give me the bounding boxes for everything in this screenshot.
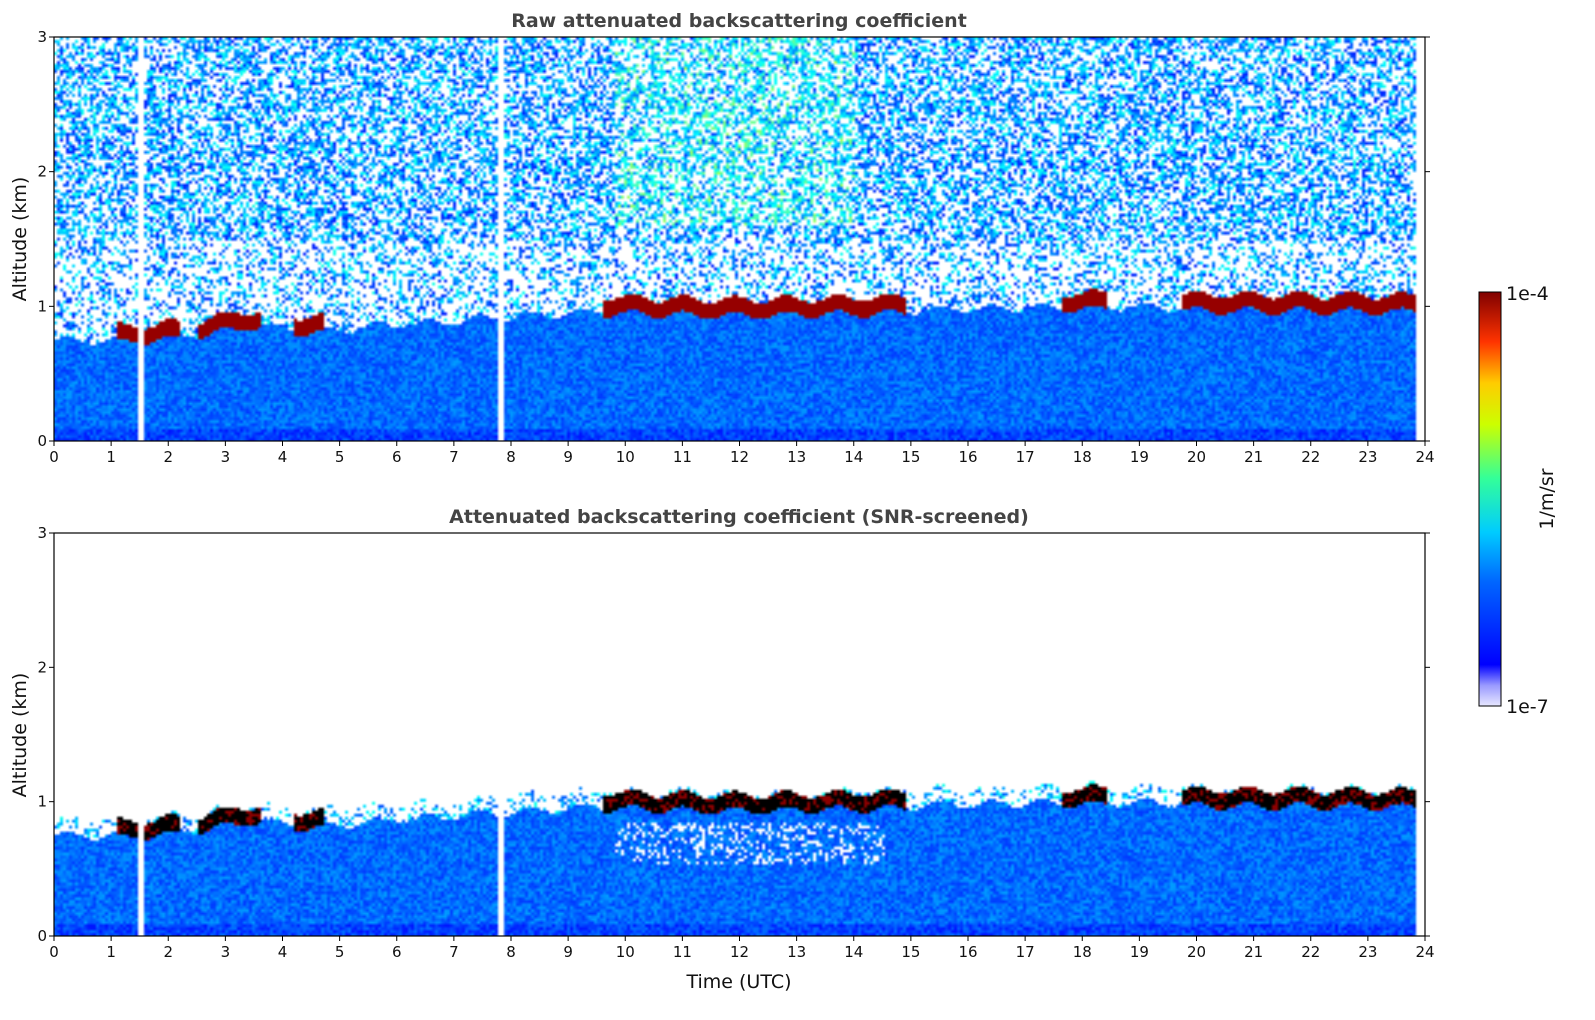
panel-raw-x-ticks: 0 1 2 3 4 5 6 7 8 9 10 11 12 13 14 15 16 17 18 19 20 21 22 23 24 — [49, 441, 1435, 466]
x-tick-label: 16 — [958, 943, 977, 961]
x-axis-label: Time (UTC) — [685, 971, 791, 993]
x-tick-label: 6 — [392, 448, 402, 466]
colorbar-max-label: 1e-4 — [1506, 283, 1549, 305]
panel-screened-x-ticks: 0 1 2 3 4 5 6 7 8 9 10 11 12 13 14 15 16 17 18 19 20 21 22 23 24 — [49, 936, 1435, 961]
y-tick-label: 1 — [37, 793, 47, 811]
x-tick-label: 5 — [335, 943, 345, 961]
colorbar-unit-label: 1/m/sr — [1536, 468, 1558, 529]
x-tick-label: 9 — [563, 448, 573, 466]
x-tick-label: 2 — [163, 943, 173, 961]
y-tick-label: 0 — [37, 927, 47, 945]
x-tick-label: 0 — [49, 448, 59, 466]
x-tick-label: 4 — [278, 448, 288, 466]
x-tick-label: 1 — [106, 943, 116, 961]
colorbar-min-label: 1e-7 — [1506, 696, 1549, 718]
x-tick-label: 23 — [1358, 448, 1377, 466]
x-tick-label: 17 — [1016, 943, 1035, 961]
x-tick-label: 18 — [1073, 943, 1092, 961]
x-tick-label: 13 — [787, 943, 806, 961]
y-tick-label: 3 — [37, 28, 47, 46]
x-tick-label: 22 — [1301, 448, 1320, 466]
x-tick-label: 19 — [1130, 943, 1149, 961]
x-tick-label: 1 — [106, 448, 116, 466]
x-tick-label: 6 — [392, 943, 402, 961]
panel-screened: Attenuated backscattering coefficient (S… — [9, 506, 1435, 993]
x-tick-label: 5 — [335, 448, 345, 466]
panel-raw-title: Raw attenuated backscattering coefficien… — [511, 10, 967, 32]
x-tick-label: 10 — [616, 943, 635, 961]
x-tick-label: 20 — [1187, 448, 1206, 466]
x-tick-label: 9 — [563, 943, 573, 961]
screened-heatmap-image — [54, 533, 1425, 936]
x-tick-label: 8 — [506, 943, 516, 961]
x-tick-label: 18 — [1073, 448, 1092, 466]
y-tick-label: 0 — [37, 432, 47, 450]
x-tick-label: 23 — [1358, 943, 1377, 961]
x-tick-label: 19 — [1130, 448, 1149, 466]
x-tick-label: 2 — [163, 448, 173, 466]
y-tick-label: 2 — [37, 163, 47, 181]
colorbar: 1e-4 1e-7 1/m/sr — [1478, 283, 1558, 718]
x-tick-label: 3 — [221, 448, 231, 466]
y-tick-label: 2 — [37, 658, 47, 676]
x-tick-label: 13 — [787, 448, 806, 466]
x-tick-label: 20 — [1187, 943, 1206, 961]
x-tick-label: 3 — [221, 943, 231, 961]
x-tick-label: 11 — [673, 448, 692, 466]
x-tick-label: 10 — [616, 448, 635, 466]
panel-raw-y-label: Altitude (km) — [9, 177, 31, 302]
y-tick-label: 1 — [37, 297, 47, 315]
x-tick-label: 15 — [901, 448, 920, 466]
x-tick-label: 7 — [449, 448, 459, 466]
y-tick-label: 3 — [37, 524, 47, 542]
raw-heatmap-image — [54, 37, 1425, 441]
x-tick-label: 24 — [1415, 943, 1434, 961]
x-tick-label: 4 — [278, 943, 288, 961]
x-tick-label: 14 — [844, 943, 863, 961]
x-tick-label: 8 — [506, 448, 516, 466]
x-tick-label: 12 — [730, 943, 749, 961]
x-tick-label: 21 — [1244, 448, 1263, 466]
panel-raw-y-ticks: 0 1 2 3 — [37, 28, 1430, 450]
panel-screened-title: Attenuated backscattering coefficient (S… — [449, 506, 1029, 528]
x-tick-label: 24 — [1415, 448, 1434, 466]
x-tick-label: 7 — [449, 943, 459, 961]
x-tick-label: 14 — [844, 448, 863, 466]
x-tick-label: 21 — [1244, 943, 1263, 961]
colorbar-gradient — [1478, 291, 1502, 707]
x-tick-label: 0 — [49, 943, 59, 961]
x-tick-label: 12 — [730, 448, 749, 466]
panel-raw: Raw attenuated backscattering coefficien… — [9, 10, 1435, 466]
x-tick-label: 11 — [673, 943, 692, 961]
x-tick-label: 15 — [901, 943, 920, 961]
x-tick-label: 16 — [958, 448, 977, 466]
x-tick-label: 22 — [1301, 943, 1320, 961]
x-tick-label: 17 — [1016, 448, 1035, 466]
panel-screened-y-ticks: 0 1 2 3 — [37, 524, 1430, 945]
panel-screened-y-label: Altitude (km) — [9, 673, 31, 798]
